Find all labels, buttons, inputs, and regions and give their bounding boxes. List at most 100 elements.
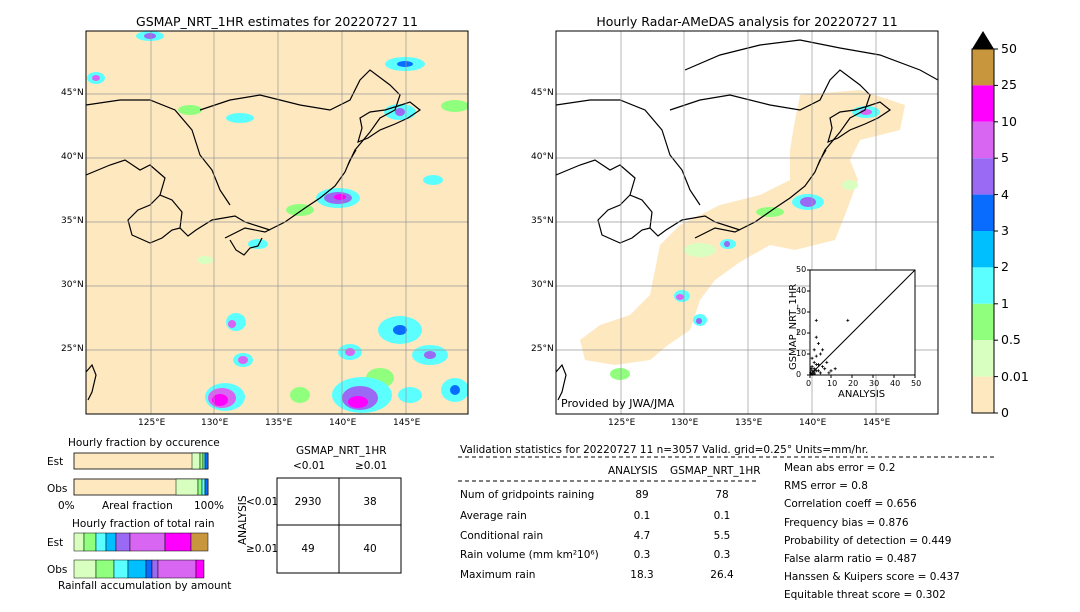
left-map-rain-field <box>87 31 468 413</box>
scatter-point <box>827 371 831 375</box>
validation-header: Validation statistics for 20220727 11 n=… <box>460 444 869 456</box>
left-map-frame <box>85 30 469 415</box>
inset-y-tick-label: 10 <box>796 349 807 358</box>
scatter-point <box>821 348 825 352</box>
left-lat-label: 45°N <box>61 88 84 98</box>
colorbar-segment <box>972 194 994 231</box>
colorbar-segment <box>972 340 994 377</box>
validation-row-gsmap: 5.5 <box>713 530 731 542</box>
scatter-point <box>819 371 822 375</box>
scatter-point <box>812 360 816 364</box>
colorbar-tick-label: 0.01 <box>1001 368 1029 384</box>
validation-row-label: Maximum rain <box>460 569 536 581</box>
validation-col-gsmap: GSMAP_NRT_1HR <box>670 465 761 477</box>
inset-y-tick-label: 30 <box>796 307 807 316</box>
colorbar-tick-label: 4 <box>1001 186 1009 202</box>
scatter-point <box>816 363 820 366</box>
right-lon-label: 130°E <box>671 418 699 428</box>
scatter-point <box>814 318 818 322</box>
colorbar-tick-label: 3 <box>1001 223 1009 238</box>
colorbar-extend-triangle <box>972 31 994 49</box>
total-rain-footer: Rainfall accumulation by amount <box>58 580 232 592</box>
contingency-row-lt: <0.01 <box>246 496 279 508</box>
left-map-background <box>86 31 468 414</box>
left-map-title: GSMAP_NRT_1HR estimates for 20220727 11 <box>136 14 418 29</box>
inset-scatter-ticks <box>807 269 916 378</box>
occurrence-row-est: Est <box>47 456 64 468</box>
scatter-point <box>846 318 850 322</box>
inset-x-tick-label: 30 <box>869 379 880 388</box>
left-lat-label: 30°N <box>61 280 84 290</box>
right-map-coastlines <box>556 39 938 401</box>
inset-x-tick-label: 10 <box>827 379 838 388</box>
contingency-col-ge: ≥0.01 <box>355 460 388 472</box>
contingency-col-lt: <0.01 <box>293 460 326 472</box>
colorbar-tick-label: 5 <box>1001 150 1009 166</box>
validation-row-analysis: 0.1 <box>633 510 651 522</box>
validation-row-analysis: 0.3 <box>633 549 651 561</box>
contingency-cell-d: 40 <box>363 543 377 555</box>
occurrence-axis-label: Areal fraction <box>102 500 173 512</box>
scatter-point <box>823 367 827 371</box>
total-rain-row-est: Est <box>47 537 64 549</box>
scatter-point <box>814 335 818 339</box>
occurrence-title: Hourly fraction by occurence <box>68 437 220 449</box>
colorbar-tick-label: 0.5 <box>1001 332 1021 348</box>
total-rain-est-bar <box>73 532 209 552</box>
colorbar-tick-label: 2 <box>1001 259 1009 275</box>
validation-score: Mean abs error = 0.2 <box>784 462 896 474</box>
scatter-point <box>829 369 833 373</box>
inset-xlabel: ANALYSIS <box>838 389 886 400</box>
contingency-cell-a: 2930 <box>294 496 322 508</box>
validation-score: RMS error = 0.8 <box>784 480 868 493</box>
inset-x-tick-label: 50 <box>911 379 922 388</box>
validation-row-label: Conditional rain <box>460 530 544 542</box>
validation-row-analysis: 18.3 <box>630 569 654 581</box>
colorbar-segment <box>972 49 994 86</box>
scatter-point <box>821 365 825 369</box>
validation-score: Probability of detection = 0.449 <box>784 534 952 547</box>
right-lon-label: 140°E <box>799 418 827 428</box>
scatter-point <box>825 360 829 364</box>
validation-row-gsmap: 26.4 <box>710 569 734 581</box>
total-rain-obs-bar <box>73 559 205 579</box>
right-lat-label: 45°N <box>531 88 554 98</box>
right-lat-label: 25°N <box>531 344 554 354</box>
inset-x-tick-label: 0 <box>806 379 812 388</box>
colorbar-segment <box>972 303 994 341</box>
inset-y-tick-label: 40 <box>796 286 807 295</box>
total-rain-row-obs: Obs <box>47 564 68 576</box>
contingency-row-ge: ≥0.01 <box>246 543 279 555</box>
scatter-point <box>833 367 837 371</box>
validation-score: Correlation coeff = 0.656 <box>784 498 917 511</box>
left-lon-label: 125°E <box>138 418 166 428</box>
validation-score: Equitable threat score = 0.302 <box>784 589 946 602</box>
scatter-point <box>809 371 813 375</box>
scatter-point <box>814 354 818 358</box>
contingency-side-label: ANALYSIS <box>237 495 249 545</box>
colorbar <box>971 31 998 414</box>
contingency-cell-c: 49 <box>301 543 315 555</box>
left-lat-label: 35°N <box>61 216 84 226</box>
data-credit: Provided by JWA/JMA <box>561 397 675 410</box>
validation-row-gsmap: 0.3 <box>713 549 731 561</box>
right-lon-label: 145°E <box>863 418 891 428</box>
validation-row-analysis: 89 <box>635 489 649 501</box>
left-map-coastlines <box>86 69 422 401</box>
colorbar-segment <box>972 231 994 268</box>
scatter-point <box>810 365 814 369</box>
inset-scatter-points <box>809 318 850 376</box>
inset-diagonal-line <box>809 269 916 376</box>
total-rain-title: Hourly fraction of total rain <box>72 518 215 530</box>
occurrence-row-obs: Obs <box>47 483 68 495</box>
occurrence-axis-max: 100% <box>194 500 225 512</box>
right-lat-label: 35°N <box>531 216 554 226</box>
colorbar-tick-label: 10 <box>1001 113 1017 129</box>
right-lon-label: 135°E <box>735 418 763 428</box>
validation-row-label: Rain volume (mm km²10⁶) <box>460 549 599 561</box>
left-lat-label: 40°N <box>61 152 84 162</box>
validation-row-gsmap: 0.1 <box>713 510 731 522</box>
colorbar-segment <box>972 85 994 122</box>
scatter-point <box>819 352 822 356</box>
